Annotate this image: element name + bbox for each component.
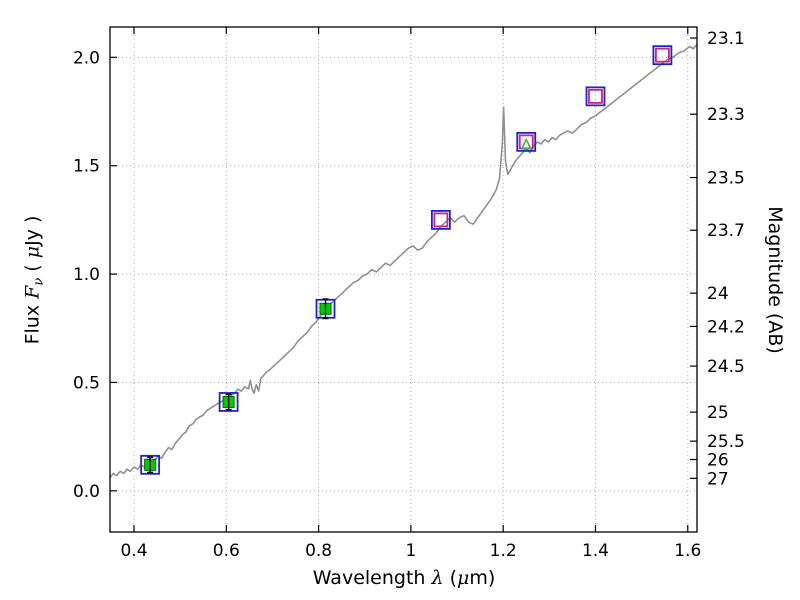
y2-tick-label: 25.5	[707, 432, 745, 452]
photometry-outer-squares-marker	[430, 209, 451, 230]
x-tick-label: 0.6	[213, 541, 240, 561]
model-spectrum	[109, 43, 698, 479]
x-tick-label: 1	[405, 541, 416, 561]
y2-tick-label: 23.3	[707, 105, 745, 125]
model-photometry-triangle-marker	[520, 137, 532, 150]
flux-symbol: F	[21, 285, 44, 299]
y-tick-label: 0.5	[73, 373, 100, 393]
y2-tick-label: 24	[707, 284, 729, 304]
x-axis-title-text: Wavelength	[312, 567, 432, 589]
y2-axis-title: Magnitude (AB)	[764, 206, 786, 354]
x-tick-label: 0.4	[120, 541, 147, 561]
photometry-outer-squares-marker	[652, 45, 673, 66]
y-tick-label: 0.0	[73, 482, 100, 502]
photometry-inner-squares-marker	[654, 47, 670, 63]
x-tick-label: 0.8	[305, 541, 332, 561]
photometry-outer-squares-marker	[585, 86, 606, 107]
nu-subscript: ν	[31, 277, 47, 286]
axes-frame	[109, 26, 698, 533]
y2-tick-label: 26	[707, 450, 729, 470]
x-tick-label: 1.4	[582, 541, 609, 561]
mu-symbol: μ	[456, 567, 470, 589]
y-axis-title: Flux Fν ( μJy )	[21, 215, 47, 345]
y2-tick-label: 23.1	[707, 29, 745, 49]
y2-tick-label: 24.2	[707, 317, 745, 337]
photometry-outer-squares-marker	[218, 392, 239, 412]
photometry-inner-squares-marker	[518, 134, 534, 150]
y2-tick-label: 23.7	[707, 221, 745, 241]
x-tick-label: 1.6	[674, 541, 701, 561]
lambda-symbol: λ	[431, 567, 444, 589]
x-tick-label: 1.2	[490, 541, 517, 561]
y-tick-label: 2.0	[73, 48, 100, 68]
x-axis-title: Wavelength λ (μm)	[312, 567, 496, 589]
photometry-inner-squares-marker	[588, 88, 603, 104]
y-tick-label: 1.0	[73, 265, 100, 285]
photometry-outer-squares-marker	[516, 131, 537, 152]
y2-tick-label: 27	[707, 469, 729, 489]
photometry-inner-squares-marker	[433, 212, 449, 228]
mu-symbol: μ	[21, 245, 44, 259]
y2-tick-label: 24.5	[707, 357, 745, 377]
y2-tick-label: 25	[707, 403, 729, 423]
y-axis-title-text: Flux	[21, 298, 44, 345]
photometry-outer-squares-marker	[140, 454, 161, 475]
y-tick-label: 1.5	[73, 157, 100, 177]
y2-tick-label: 23.5	[707, 169, 745, 189]
